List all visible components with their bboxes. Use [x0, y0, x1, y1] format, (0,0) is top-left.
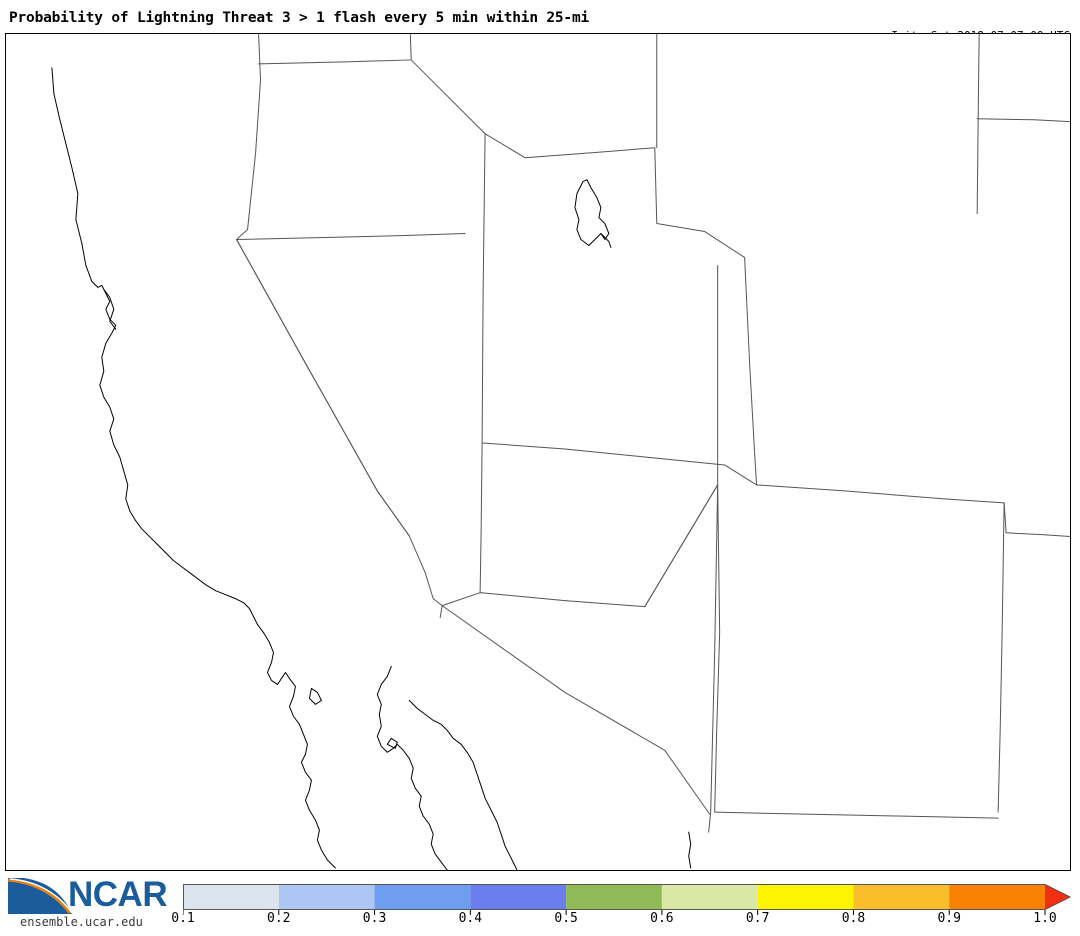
page-title: Probability of Lightning Threat 3 > 1 fl…: [9, 10, 590, 26]
lake-great-salt-lake: [574, 179, 610, 246]
border-wyoming-south: [482, 442, 1005, 504]
river-rio-grande: [688, 831, 692, 869]
colorbar-tick-label: 0.2: [267, 911, 291, 926]
colorbar-segment: [183, 884, 279, 910]
colorbar-segment: [278, 884, 375, 910]
border-oregon-idaho: [236, 34, 443, 619]
border-nebraska-kansas: [1003, 502, 1070, 538]
footer-bar: NCAR ensemble.ucar.edu 0.1 0.2 0.3 0.4 0.5 0.…: [0, 871, 1080, 936]
lake-great-salt-lake-spur: [600, 233, 612, 248]
border-utah-arizona: [441, 484, 719, 608]
map-geography: [51, 34, 1070, 870]
border-idaho-west: [409, 34, 526, 159]
colorbar-tick-label: 0.6: [650, 911, 674, 926]
colorbar-tick-label: 0.7: [745, 911, 770, 926]
border-arizona-mexico: [441, 605, 711, 815]
map-panel[interactable]: [5, 33, 1071, 871]
colorbar-segment: [853, 884, 950, 910]
border-oregon-nevada-north: [236, 233, 466, 241]
border-arizona-newmexico: [714, 484, 721, 813]
colorbar-tick-label: 0.4: [458, 911, 483, 926]
border-four-corners-vertical: [708, 264, 719, 833]
colorbar-tick-labels: 0.1 0.2 0.3 0.4 0.5 0.6 0.7 0.8 0.9 1.0: [171, 911, 1071, 933]
colorbar-segment: [470, 884, 567, 910]
border-newmexico-texas-east: [997, 502, 1005, 813]
colorbar-tick-label: 1.0: [1033, 911, 1057, 926]
ncar-swoosh-icon: [7, 878, 73, 914]
colorbar-tick-label: 0.9: [937, 911, 961, 926]
ncar-wordmark: NCAR: [68, 875, 168, 914]
border-montana-wyoming: [744, 256, 758, 486]
colorbar-segment: [566, 884, 662, 910]
coastline-baja-east: [376, 713, 448, 870]
ncar-logo[interactable]: NCAR ensemble.ucar.edu: [6, 875, 174, 932]
border-south-dakota-north: [976, 118, 1070, 123]
river-colorado-lower: [376, 665, 392, 715]
colorbar[interactable]: 0.1 0.2 0.3 0.4 0.5 0.6 0.7 0.8 0.9 1.0: [171, 884, 1071, 934]
colorbar-tick-label: 0.3: [362, 911, 387, 926]
colorbar-tick-label: 0.5: [554, 911, 578, 926]
colorbar-swatches: [183, 884, 1071, 915]
border-montana-north-dakota: [976, 34, 980, 215]
colorbar-segment: [661, 884, 758, 910]
border-nevada-california-diag: [236, 239, 410, 537]
coastline-sanfrancisco-bay: [103, 288, 117, 330]
coastline-mexico-west: [408, 699, 518, 870]
border-newmexico-south: [714, 811, 999, 819]
colorbar-tick-label: 0.1: [171, 911, 195, 926]
border-idaho-montana-north: [524, 147, 746, 258]
colorbar-extend-arrow: [1045, 884, 1071, 910]
colorbar-segment: [949, 884, 1045, 910]
colorbar-outline: [183, 884, 1071, 910]
border-oregon-idaho-top: [258, 59, 411, 65]
border-colorado-newmexico: [644, 484, 719, 608]
colorbar-segment: [374, 884, 471, 910]
colorbar-tick-label: 0.8: [841, 911, 866, 926]
coastline-pacific: [51, 67, 336, 869]
ncar-url-label: ensemble.ucar.edu: [20, 915, 143, 929]
lake-salton-sea: [308, 687, 322, 705]
header-bar: Probability of Lightning Threat 3 > 1 fl…: [0, 0, 1080, 81]
colorbar-segment: [757, 884, 854, 910]
coastline-gulf-detail: [386, 737, 398, 749]
border-utah-nevada: [479, 133, 486, 594]
